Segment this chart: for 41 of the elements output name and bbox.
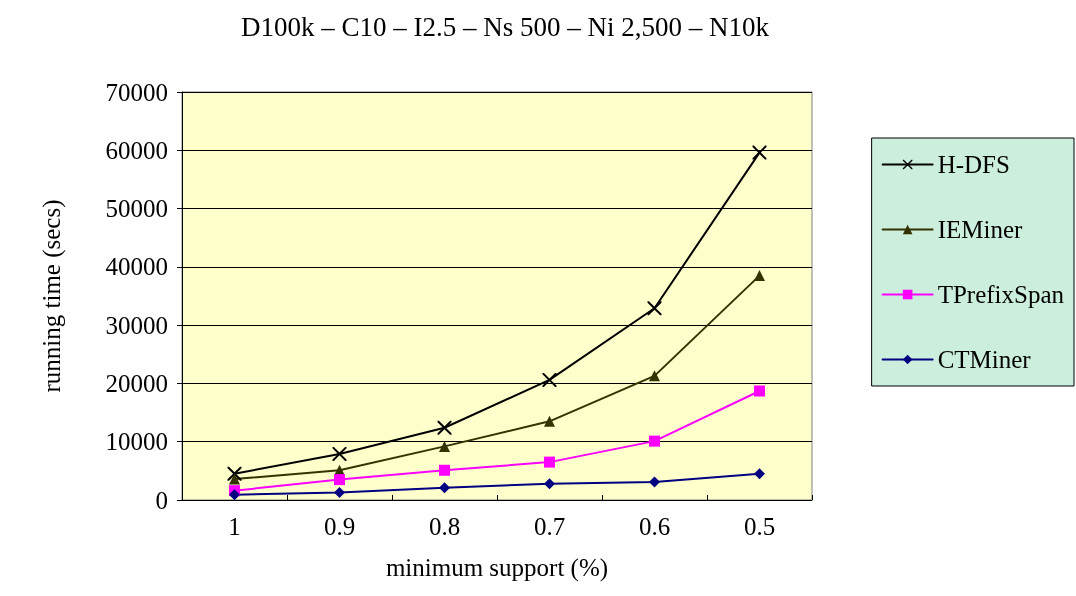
y-tick-label: 50000: [105, 195, 168, 223]
point: [439, 482, 450, 494]
point: [752, 145, 767, 160]
x-tick-label: 0.7: [533, 513, 566, 540]
point: [439, 464, 450, 476]
point: [544, 478, 555, 490]
x-tick-label: 0.8: [428, 513, 461, 540]
point: [227, 466, 242, 481]
point: [439, 440, 450, 452]
y-tick-label: 10000: [105, 428, 168, 456]
point: [754, 385, 765, 397]
y-tick-label: 60000: [105, 136, 168, 164]
y-tick-label: 20000: [105, 369, 168, 397]
legend-label: CTMiner: [937, 346, 1032, 373]
point: [544, 415, 555, 427]
point: [647, 301, 662, 316]
legend-label: H-DFS: [937, 151, 1010, 178]
x-axis-title: minimum support (%): [385, 554, 609, 582]
y-tick-label: 0: [155, 486, 168, 514]
legend-label: TPrefixSpan: [937, 281, 1065, 308]
point: [649, 476, 660, 488]
point: [229, 489, 240, 501]
chart-title: D100k – C10 – I2.5 – Ns 500 – Ni 2,500 – N10k: [240, 11, 770, 42]
point: [754, 270, 765, 282]
y-axis-title: running time (secs): [38, 199, 66, 393]
point: [544, 456, 555, 468]
point: [334, 474, 345, 486]
legend-label: IEMiner: [937, 216, 1023, 243]
x-tick-label: 0.5: [743, 513, 776, 540]
point: [649, 435, 660, 447]
y-tick-label: 30000: [105, 311, 168, 339]
point: [649, 370, 660, 382]
y-tick-label: 70000: [105, 78, 168, 106]
point: [229, 473, 240, 485]
x-tick-label: 1: [228, 513, 241, 540]
x-tick-label: 0.9: [323, 513, 356, 540]
y-tick-label: 40000: [105, 253, 168, 281]
x-tick-label: 0.6: [638, 513, 671, 540]
point: [437, 420, 452, 435]
point: [334, 486, 345, 498]
point: [754, 468, 765, 480]
